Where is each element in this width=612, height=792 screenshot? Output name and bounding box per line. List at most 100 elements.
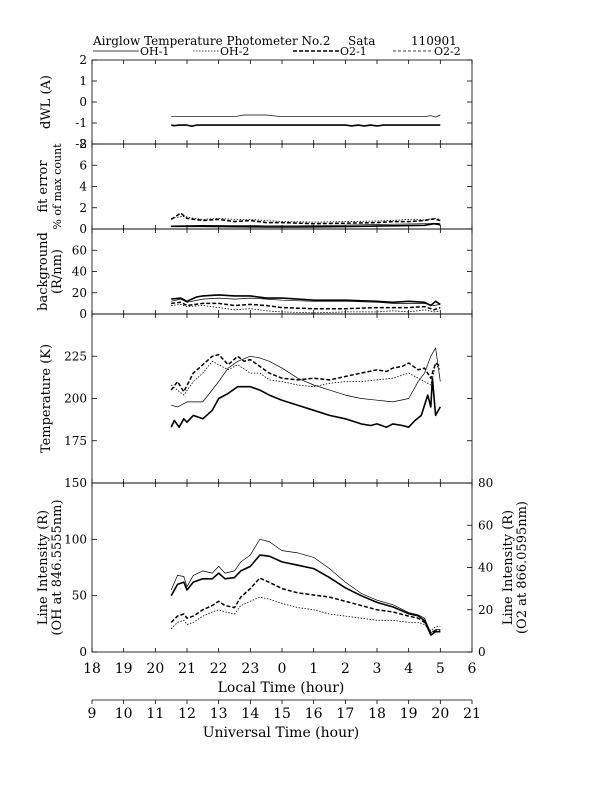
y-right-tick-label: 20 (478, 603, 493, 617)
plot-panels: -2 -1 0 1 2 dWL (A) 0 2 4 6 8 fit error% of max cou… (36, 53, 530, 659)
y-right-axis-label: (O2 at 866.0595nm) (515, 501, 530, 634)
y-tick-label: 8 (79, 137, 87, 151)
series-line-dotted-thin (170, 360, 441, 396)
local-tick-label: 3 (373, 661, 382, 677)
panel-frame (91, 59, 473, 145)
y-tick-label: 0 (79, 307, 87, 321)
y-tick-label: 40 (72, 265, 87, 279)
y-tick-label: -1 (75, 116, 87, 130)
series-line-solid-thick (171, 124, 441, 127)
panel-frame (91, 482, 473, 653)
local-tick-label: 2 (341, 661, 350, 677)
y-tick-label: 175 (64, 434, 87, 448)
universal-tick-label: 15 (273, 706, 291, 722)
series-line-dashed-thick (171, 301, 441, 311)
y-tick-label: 150 (64, 476, 87, 490)
universal-tick-label: 16 (305, 706, 323, 722)
series-line-solid-thin (171, 114, 441, 118)
series-line-dotted-thin (171, 303, 441, 314)
local-tick-label: 0 (278, 661, 287, 677)
y-axis-label: (OH at 846.5555nm) (50, 499, 65, 635)
local-tick-label: 19 (115, 661, 133, 677)
universal-time-axis: 9 10 11 12 13 14 15 16 17 18 19 20 21 (88, 699, 481, 722)
universal-tick-label: 12 (178, 706, 196, 722)
y-right-tick-label: 60 (478, 518, 493, 532)
universal-tick-label: 17 (336, 706, 354, 722)
local-time-axis: 18 19 20 21 22 23 0 1 2 3 4 5 6 (83, 661, 476, 677)
local-tick-label: 23 (241, 661, 259, 677)
universal-time-axis-label: Universal Time (hour) (203, 725, 360, 741)
series-line-solid-thin (171, 222, 441, 227)
y-axis-label: Line Intensity (R) (36, 510, 51, 625)
y-axis-label: dWL (A) (39, 75, 54, 129)
local-time-axis-label: Local Time (hour) (218, 680, 345, 696)
panel-background: 0 20 40 60 background (R/nm) (36, 228, 473, 321)
series-line-solid-thick (170, 554, 441, 636)
local-tick-label: 6 (468, 661, 477, 677)
panel-frame (91, 143, 473, 230)
legend-label: O2-2 (434, 45, 461, 58)
y-tick-label: -2 (75, 137, 87, 151)
universal-tick-label: 11 (146, 706, 164, 722)
y-tick-label: 200 (64, 392, 87, 406)
panel-fit-error: 0 2 4 6 8 fit error% of max count (36, 137, 473, 236)
y-axis-label: fit error (36, 160, 51, 213)
y-axis-label: Temperature (K) (39, 344, 54, 453)
y-tick-label: 100 (64, 532, 87, 546)
panel-temperature: 175 200 225 Temperature (K) (39, 313, 473, 484)
y-tick-label: 4 (79, 180, 87, 194)
local-tick-label: 5 (436, 661, 445, 677)
local-tick-label: 20 (146, 661, 164, 677)
local-tick-label: 18 (83, 661, 101, 677)
station-label: Sata (348, 34, 375, 48)
universal-tick-label: 9 (88, 706, 97, 722)
legend-label: OH-2 (220, 45, 249, 58)
series-line-solid-thick (171, 222, 441, 228)
y-right-tick-label: 0 (478, 645, 486, 659)
series-line-dashed-thick (170, 212, 441, 225)
series-line-dotted-thin (170, 596, 441, 632)
y-tick-label: 1 (79, 74, 87, 88)
legend-label: OH-1 (140, 45, 169, 58)
y-tick-label: 0 (79, 95, 87, 109)
y-tick-label: 225 (64, 349, 87, 363)
series-line-solid-thin (171, 347, 441, 408)
legend-label: O2-1 (340, 45, 367, 58)
y-tick-label: 20 (72, 286, 87, 300)
series-line-dashed-thick (170, 577, 441, 634)
series-line-solid-thin (170, 538, 441, 634)
y-tick-label: 2 (79, 53, 87, 67)
universal-tick-label: 18 (368, 706, 386, 722)
local-tick-label: 22 (210, 661, 228, 677)
y-tick-label: 0 (79, 222, 87, 236)
y-axis-label: (R/nm) (50, 249, 65, 294)
y-tick-label: 60 (72, 243, 87, 257)
legend: OH-1 OH-2 O2-1 O2-2 (93, 45, 461, 58)
series-line-dashed-thick (170, 353, 441, 393)
universal-tick-label: 10 (115, 706, 133, 722)
universal-tick-label: 13 (210, 706, 228, 722)
y-right-tick-label: 40 (478, 561, 493, 575)
series-line-solid-thin (171, 297, 441, 306)
local-tick-label: 21 (178, 661, 196, 677)
local-tick-label: 1 (309, 661, 318, 677)
universal-tick-label: 19 (400, 706, 418, 722)
chart-title: Airglow Temperature Photometer No.2 (92, 34, 331, 48)
universal-tick-label: 21 (463, 706, 481, 722)
panel-frame (91, 313, 473, 484)
date-label: 110901 (411, 34, 457, 48)
y-axis-label: % of max count (51, 143, 64, 230)
y-axis-label: background (36, 232, 51, 311)
local-tick-label: 4 (404, 661, 413, 677)
universal-tick-label: 20 (431, 706, 449, 722)
universal-tick-label: 14 (241, 706, 259, 722)
series-line-dotted-thin (171, 215, 441, 223)
y-tick-label: 6 (79, 158, 87, 172)
y-tick-label: 0 (79, 645, 87, 659)
series-line-solid-thick (171, 294, 441, 307)
panel-dwl: -2 -1 0 1 2 dWL (A) (39, 53, 473, 151)
y-tick-label: 50 (72, 589, 87, 603)
series-line-solid-thick (170, 377, 442, 429)
